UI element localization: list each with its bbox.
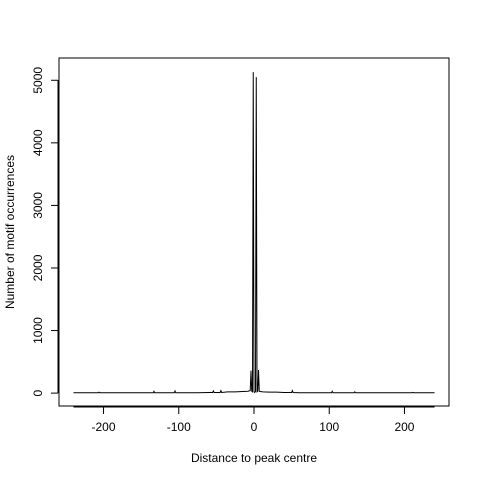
x-tick-label: 100 [319,420,339,434]
line [73,72,435,394]
plot-box [58,57,450,407]
x-tick-label: -100 [167,420,191,434]
x-tick-label: 0 [251,420,258,434]
y-tick-label: 2000 [31,254,45,281]
x-axis-label: Distance to peak centre [191,451,317,465]
x-tick-label: 200 [394,420,414,434]
y-tick-label: 1000 [31,317,45,344]
y-tick-label: 0 [31,389,45,396]
y-tick-label: 3000 [31,192,45,219]
x-tick-label: -200 [92,420,116,434]
y-tick-label: 4000 [31,129,45,156]
y-axis-label: Number of motif occurrences [3,155,17,309]
y-tick-label: 5000 [31,67,45,94]
